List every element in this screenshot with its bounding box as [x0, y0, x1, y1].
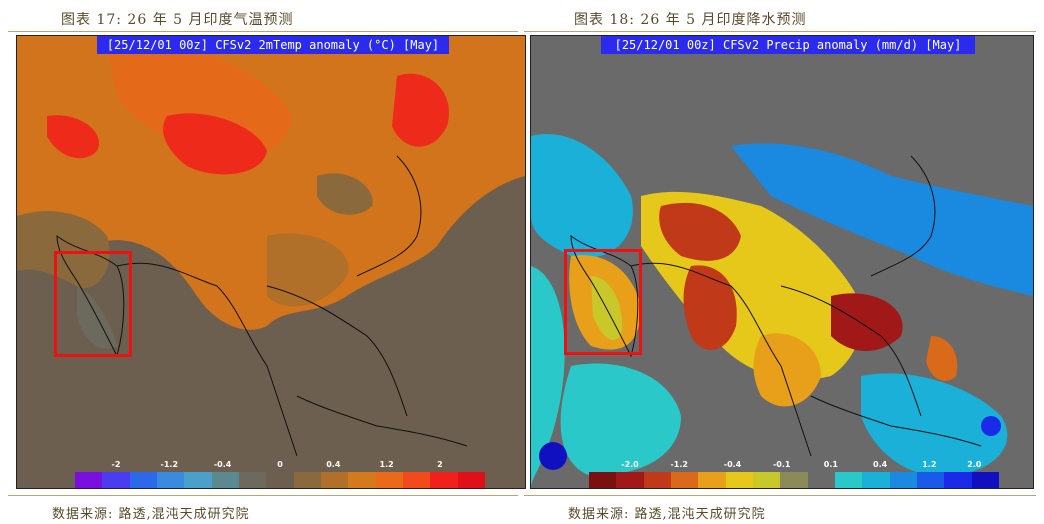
- colorbar-swatch: [643, 472, 671, 488]
- colorbar-swatch: [916, 472, 945, 488]
- colorbar-swatch: [75, 472, 103, 488]
- colorbar-swatch: [211, 472, 239, 488]
- india-highlight-box: [564, 249, 642, 355]
- precipitation-anomaly-map: [25/12/01 00z] CFSv2 Precip anomaly (mm/…: [530, 35, 1034, 489]
- colorbar-swatch: [807, 472, 835, 488]
- temperature-figure: 图表 17: 26 年 5 月印度气温预测 [25/12/01 00z] CFS…: [8, 0, 526, 524]
- colorbar-swatch: [616, 472, 644, 488]
- temperature-map-graphic: [17, 36, 525, 488]
- colorbar-tick: 1.2: [379, 460, 394, 469]
- colorbar-swatch: [293, 472, 321, 488]
- precipitation-colorbar: [589, 472, 999, 488]
- precipitation-map-graphic: [531, 36, 1033, 488]
- colorbar-swatch: [752, 472, 781, 488]
- colorbar-tick: -1.2: [670, 460, 688, 469]
- colorbar-swatch: [238, 472, 267, 488]
- india-highlight-box: [54, 251, 132, 357]
- data-source: 数据来源: 路透,混沌天成研究院: [52, 507, 250, 522]
- colorbar-swatch: [725, 472, 753, 488]
- colorbar-swatch: [102, 472, 130, 488]
- colorbar-swatch: [375, 472, 403, 488]
- colorbar-tick: -2.0: [621, 460, 639, 469]
- colorbar-tick: -0.1: [772, 460, 791, 469]
- caption-divider: [524, 31, 1036, 32]
- colorbar-swatch: [780, 472, 808, 488]
- source-divider: [524, 495, 1036, 496]
- colorbar-swatch: [348, 472, 376, 488]
- colorbar-tick: 0.1: [823, 460, 838, 469]
- colorbar-swatch: [129, 472, 157, 488]
- colorbar-swatch: [457, 472, 485, 488]
- source-divider: [8, 495, 518, 496]
- colorbar-swatch: [698, 472, 726, 488]
- colorbar-tick: -0.4: [213, 460, 232, 469]
- colorbar-swatch: [834, 472, 863, 488]
- colorbar-swatch: [670, 472, 699, 488]
- colorbar-swatch: [971, 472, 999, 488]
- colorbar-swatch: [589, 472, 617, 488]
- colorbar-tick: 0.4: [873, 460, 888, 469]
- colorbar-swatch: [320, 472, 349, 488]
- colorbar-ticks: -2 -1.2 -0.4 0 0.4 1.2 2: [75, 460, 485, 472]
- colorbar-swatch: [889, 472, 917, 488]
- colorbar-tick: 2.0: [967, 460, 982, 469]
- caption-divider: [8, 31, 518, 32]
- colorbar-tick: 2: [437, 460, 443, 469]
- colorbar-tick: 0: [277, 460, 283, 469]
- colorbar-ticks: -2.0 -1.2 -0.4 -0.1 0.1 0.4 1.2 2.0: [589, 460, 999, 472]
- colorbar-tick: -2: [111, 460, 121, 469]
- colorbar-swatch: [402, 472, 431, 488]
- data-source: 数据来源: 路透,混沌天成研究院: [568, 507, 766, 522]
- figure-caption: 图表 18: 26 年 5 月印度降水预测: [574, 12, 807, 28]
- colorbar-swatch: [862, 472, 890, 488]
- colorbar-tick: -0.4: [723, 460, 742, 469]
- map-title: [25/12/01 00z] CFSv2 2mTemp anomaly (°C)…: [97, 36, 449, 54]
- colorbar-swatch: [156, 472, 185, 488]
- colorbar-tick: 0.4: [326, 460, 341, 469]
- colorbar-tick: 1.2: [922, 460, 937, 469]
- colorbar-swatch: [944, 472, 972, 488]
- figure-caption: 图表 17: 26 年 5 月印度气温预测: [61, 12, 294, 28]
- colorbar-tick: -1.2: [160, 460, 179, 469]
- temperature-anomaly-map: [25/12/01 00z] CFSv2 2mTemp anomaly (°C)…: [16, 35, 526, 489]
- map-title: [25/12/01 00z] CFSv2 Precip anomaly (mm/…: [601, 36, 975, 54]
- colorbar-swatch: [430, 472, 458, 488]
- precipitation-figure: 图表 18: 26 年 5 月印度降水预测: [524, 0, 1036, 524]
- colorbar-swatch: [266, 472, 294, 488]
- temperature-colorbar: [75, 472, 485, 488]
- colorbar-swatch: [184, 472, 212, 488]
